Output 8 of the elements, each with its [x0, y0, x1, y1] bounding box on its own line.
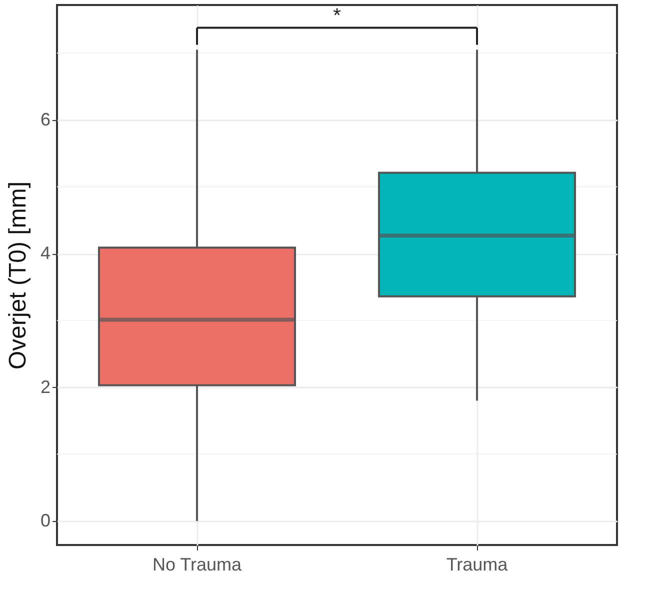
y-tick-label: 0 — [40, 510, 50, 530]
y-axis-title: Overjet (T0) [mm] — [4, 181, 32, 370]
x-tick-label: Trauma — [446, 554, 509, 574]
x-tick-label: No Trauma — [152, 554, 242, 574]
annotation: * — [333, 4, 342, 27]
y-tick-label: 4 — [40, 243, 50, 264]
y-tick-label: 6 — [40, 109, 50, 130]
y-tick-label: 2 — [40, 376, 50, 397]
